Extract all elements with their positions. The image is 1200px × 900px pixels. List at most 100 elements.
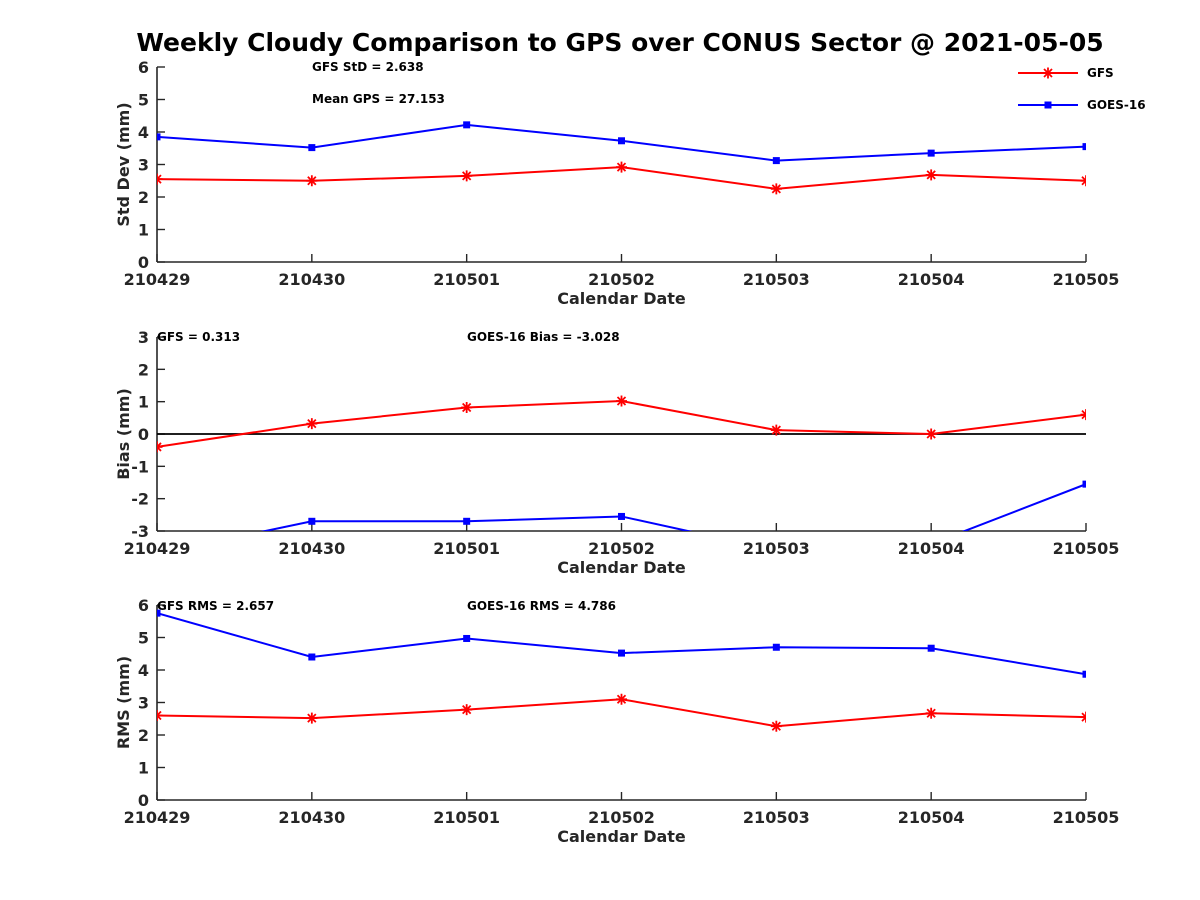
marker-stroke xyxy=(616,396,627,406)
x-tick-label: 210429 xyxy=(124,539,191,558)
x-tick-label: 210503 xyxy=(743,270,810,289)
data-point xyxy=(770,720,782,732)
marker-stroke xyxy=(1081,413,1086,420)
y-tick-label: 6 xyxy=(138,596,149,615)
data-point xyxy=(616,395,627,407)
plot-area xyxy=(157,121,1086,195)
marker-stroke xyxy=(157,177,162,184)
data-point xyxy=(618,649,625,657)
marker-stroke xyxy=(462,402,472,413)
data-point xyxy=(308,144,316,152)
stat-annotation: GFS RMS = 2.657 xyxy=(157,599,274,613)
data-point xyxy=(925,169,937,181)
y-axis-label: Bias (mm) xyxy=(114,388,133,480)
marker-stroke xyxy=(926,170,936,180)
y-tick-label: 2 xyxy=(138,188,149,207)
x-tick-label: 210430 xyxy=(278,808,345,827)
y-tick-label: 0 xyxy=(138,253,149,272)
series-goes-16 xyxy=(157,609,1086,678)
series-line xyxy=(157,400,1086,448)
series-gfs xyxy=(157,395,1086,453)
data-point xyxy=(306,175,318,187)
x-axis-label: Calendar Date xyxy=(557,289,686,308)
x-tick-label: 210505 xyxy=(1053,270,1120,289)
x-tick-label: 210502 xyxy=(588,808,655,827)
x-tick-label: 210505 xyxy=(1053,539,1120,558)
data-point xyxy=(308,517,316,525)
marker-stroke xyxy=(462,705,472,715)
data-point xyxy=(927,644,935,652)
data-point xyxy=(463,121,471,129)
data-point xyxy=(157,133,161,141)
x-tick-label: 210503 xyxy=(743,808,810,827)
y-tick-label: 1 xyxy=(138,221,149,240)
data-point xyxy=(770,183,782,195)
data-point xyxy=(1082,670,1086,678)
marker-stroke xyxy=(157,442,162,449)
y-tick-label: 0 xyxy=(138,425,149,444)
data-point xyxy=(461,170,473,182)
x-tick-label: 210429 xyxy=(124,270,191,289)
y-tick-label: 4 xyxy=(138,123,149,142)
legend-marker xyxy=(1044,101,1052,109)
marker-stroke xyxy=(926,708,936,718)
x-tick-label: 210501 xyxy=(433,808,500,827)
x-tick-label: 210503 xyxy=(743,539,810,558)
x-tick-label: 210505 xyxy=(1053,808,1120,827)
y-tick-label: 3 xyxy=(138,156,149,175)
series-gfs xyxy=(157,161,1086,195)
data-point xyxy=(925,428,937,440)
marker-stroke xyxy=(616,162,627,172)
data-point xyxy=(308,653,316,661)
data-point xyxy=(618,137,625,145)
data-point xyxy=(157,173,163,185)
x-tick-label: 210502 xyxy=(588,270,655,289)
series-line xyxy=(157,612,1086,676)
y-tick-label: 2 xyxy=(138,726,149,745)
marker-stroke xyxy=(1081,409,1086,416)
data-point xyxy=(616,161,627,173)
marker-stroke xyxy=(771,184,781,194)
figure-title: Weekly Cloudy Comparison to GPS over CON… xyxy=(136,28,1104,57)
data-point xyxy=(772,643,780,651)
data-point xyxy=(1082,480,1086,488)
data-point xyxy=(157,609,161,617)
marker-stroke xyxy=(771,721,781,731)
x-axis-label: Calendar Date xyxy=(557,558,686,577)
stat-annotation: GOES-16 Bias = -3.028 xyxy=(467,330,620,344)
marker-stroke xyxy=(462,171,472,181)
marker-stroke xyxy=(307,176,317,186)
data-point xyxy=(618,512,625,520)
y-tick-label: 5 xyxy=(138,91,149,110)
x-tick-label: 210430 xyxy=(278,539,345,558)
data-point xyxy=(1082,143,1086,151)
marker-stroke xyxy=(771,425,781,435)
panel-2: -3 -2 -1 0 1 2 3 210429 210430 210501 210502 210503… xyxy=(114,328,1119,577)
data-point xyxy=(927,149,935,157)
legend-label: GFS xyxy=(1087,66,1114,80)
series-goes-16 xyxy=(260,480,1086,531)
marker-stroke xyxy=(307,713,317,723)
legend-label: GOES-16 xyxy=(1087,98,1146,112)
y-axis-label: RMS (mm) xyxy=(114,656,133,749)
marker-stroke xyxy=(1081,176,1086,183)
y-axis-label: Std Dev (mm) xyxy=(114,102,133,226)
marker-stroke xyxy=(616,694,627,704)
marker-stroke xyxy=(157,174,162,181)
marker-stroke xyxy=(157,710,162,717)
x-tick-label: 210502 xyxy=(588,539,655,558)
legend-marker xyxy=(1042,67,1054,79)
marker-stroke xyxy=(157,714,162,721)
panel-1: 0 1 2 3 4 5 6 210429 210430 210501 210502 210503 210… xyxy=(114,58,1119,308)
x-axis-label: Calendar Date xyxy=(557,827,686,846)
y-tick-label: 5 xyxy=(138,629,149,648)
stat-annotation: GOES-16 RMS = 4.786 xyxy=(467,599,616,613)
y-tick-label: 1 xyxy=(138,393,149,412)
data-point xyxy=(1080,175,1086,187)
data-point xyxy=(461,704,473,716)
data-point xyxy=(1080,409,1086,421)
marker-stroke xyxy=(307,419,317,429)
data-point xyxy=(616,693,627,705)
y-tick-label: 3 xyxy=(138,328,149,347)
